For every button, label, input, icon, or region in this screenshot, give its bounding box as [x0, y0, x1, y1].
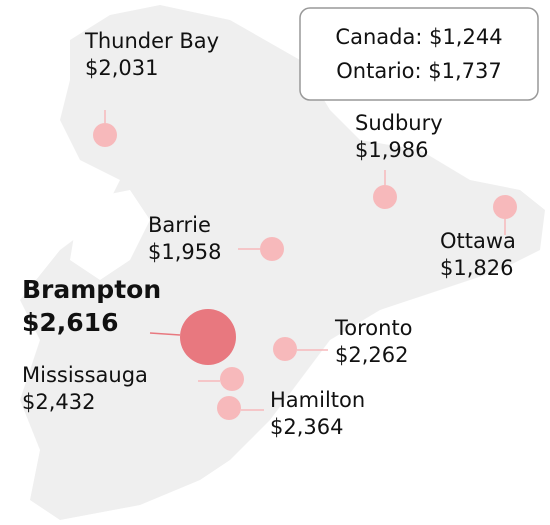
summary-ontario: Ontario: $1,737 [336, 59, 502, 83]
city-name: Ottawa [440, 229, 516, 253]
city-bubble [180, 309, 236, 365]
city-bubble [273, 337, 297, 361]
city-bubble [260, 237, 284, 261]
city-bubble [220, 367, 244, 391]
city-bubble [373, 185, 397, 209]
summary-canada: Canada: $1,244 [335, 25, 502, 49]
city-name: Barrie [148, 213, 211, 237]
leader-line [149, 332, 181, 336]
city-name: Hamilton [270, 388, 365, 412]
city-name: Sudbury [355, 111, 443, 135]
city-value: $2,262 [335, 343, 408, 367]
city-name: Thunder Bay [84, 29, 219, 53]
city-bubble [493, 195, 517, 219]
city-name: Brampton [22, 275, 161, 304]
city-value: $2,616 [22, 308, 118, 337]
city-value: $1,986 [355, 138, 428, 162]
city-bubble [93, 123, 117, 147]
city-value: $2,031 [85, 56, 158, 80]
city-value: $2,432 [22, 390, 95, 414]
city-value: $1,826 [440, 256, 513, 280]
lake-shape [70, 190, 420, 400]
city-name: Toronto [334, 316, 413, 340]
city-value: $2,364 [270, 415, 343, 439]
city-bubble [217, 396, 241, 420]
summary-box [299, 7, 539, 101]
city-name: Mississauga [22, 363, 148, 387]
province-shape [20, 5, 545, 520]
city-value: $1,958 [148, 240, 221, 264]
